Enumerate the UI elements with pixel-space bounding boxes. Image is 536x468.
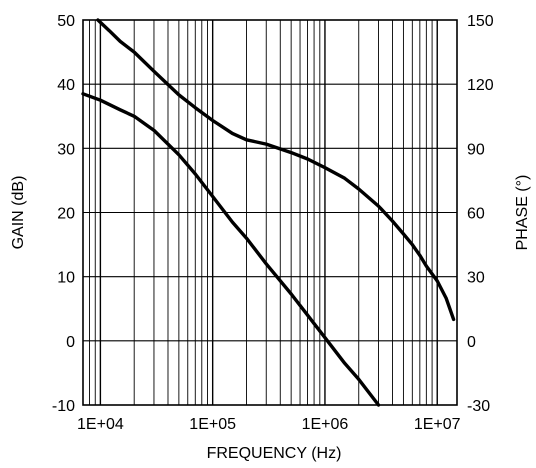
right-y-tick-label: 30 bbox=[467, 270, 485, 287]
gain-curve bbox=[81, 92, 381, 407]
left-y-tick-label: 20 bbox=[57, 206, 75, 223]
right-y-tick-label: 0 bbox=[467, 334, 476, 351]
phase-curve bbox=[96, 18, 456, 322]
x-tick-label: 1E+06 bbox=[302, 416, 349, 433]
left-y-tick-label: 0 bbox=[66, 334, 75, 351]
left-y-tick-label: 30 bbox=[57, 141, 75, 158]
x-tick-label: 1E+05 bbox=[189, 416, 236, 433]
left-y-tick-label: 10 bbox=[57, 270, 75, 287]
right-y-axis-title: PHASE (°) bbox=[514, 175, 531, 251]
right-y-tick-label: 60 bbox=[467, 206, 485, 223]
major-gridlines bbox=[83, 19, 457, 406]
series-lines bbox=[81, 18, 456, 407]
x-tick-label: 1E+07 bbox=[414, 416, 461, 433]
left-y-tick-label: 50 bbox=[57, 13, 75, 30]
right-y-tick-label: -30 bbox=[467, 398, 490, 415]
plot-frame bbox=[82, 19, 458, 406]
right-y-tick-label: 150 bbox=[467, 13, 494, 30]
right-y-tick-label: 90 bbox=[467, 141, 485, 158]
left-y-tick-label: -10 bbox=[52, 398, 75, 415]
tick-labels: 1E+04 1E+05 1E+06 1E+07 -10 0 10 20 30 40 50 -30 0 30… bbox=[52, 13, 494, 433]
x-tick-label: 1E+04 bbox=[77, 416, 124, 433]
x-axis-title: FREQUENCY (Hz) bbox=[207, 445, 342, 462]
left-y-axis-title: GAIN (dB) bbox=[10, 176, 27, 250]
left-y-tick-label: 40 bbox=[57, 77, 75, 94]
right-y-tick-label: 120 bbox=[467, 77, 494, 94]
